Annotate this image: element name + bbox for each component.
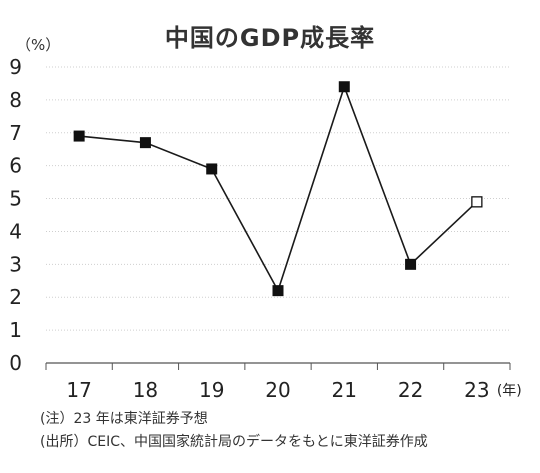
y-tick-label: 7 — [9, 121, 22, 145]
y-tick-label: 5 — [9, 187, 22, 211]
footnote-source: (出所）CEIC、中国国家統計局のデータをもとに東洋証券作成 — [40, 434, 428, 450]
y-axis-unit: （%） — [16, 36, 61, 54]
footnotes: (注）23 年は東洋証券予想 (出所）CEIC、中国国家統計局のデータをもとに東… — [40, 408, 428, 454]
data-point — [272, 285, 284, 297]
chart-title: 中国のGDP成長率 — [164, 24, 376, 52]
x-tick-label: 19 — [199, 378, 224, 402]
x-tick-label: 22 — [398, 378, 423, 402]
data-point — [405, 258, 417, 270]
x-tick-label: 20 — [265, 378, 290, 402]
y-tick-label: 0 — [9, 351, 22, 375]
y-tick-label: 3 — [9, 252, 22, 276]
y-tick-label: 2 — [9, 285, 22, 309]
data-point — [73, 130, 85, 142]
series-line — [79, 84, 478, 293]
data-point — [206, 163, 218, 175]
y-tick-label: 8 — [9, 88, 22, 112]
y-tick-label: 9 — [9, 55, 22, 79]
footnote-forecast: (注）23 年は東洋証券予想 — [40, 411, 208, 427]
data-point — [139, 137, 151, 149]
x-tick-label: 17 — [66, 378, 91, 402]
x-tick-label: 18 — [133, 378, 158, 402]
x-tick-label: 21 — [332, 378, 357, 402]
x-tick-label: 23 — [464, 378, 489, 402]
y-tick-label: 1 — [9, 318, 22, 342]
y-tick-label: 6 — [9, 154, 22, 178]
y-tick-label: 4 — [9, 219, 22, 243]
data-point — [338, 81, 350, 93]
data-point-forecast — [471, 196, 483, 208]
x-axis-unit: (年) — [497, 383, 522, 399]
